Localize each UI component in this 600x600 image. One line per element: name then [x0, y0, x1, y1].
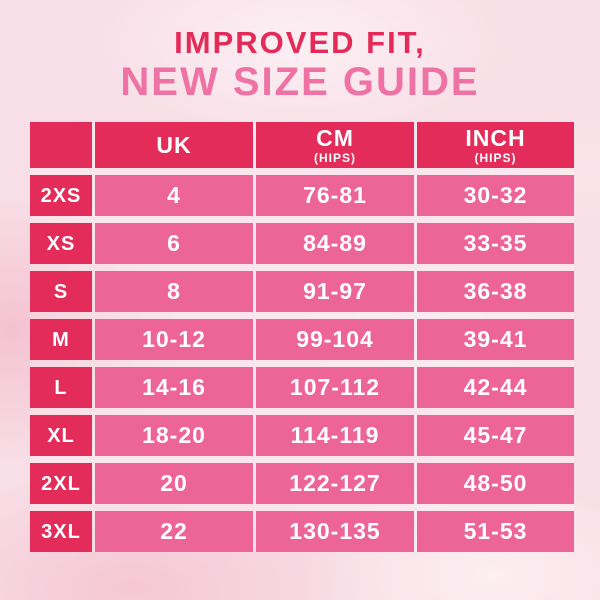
- inch-cell: 30-32: [417, 175, 574, 216]
- inch-cell: 45-47: [417, 415, 574, 456]
- inch-cell: 42-44: [417, 367, 574, 408]
- size-row-label: M: [30, 319, 92, 360]
- uk-cell: 20: [95, 463, 253, 504]
- cm-cell: 107-112: [256, 367, 414, 408]
- size-row-label: 2XS: [30, 175, 92, 216]
- uk-cell: 22: [95, 511, 253, 552]
- cm-cell: 91-97: [256, 271, 414, 312]
- inch-cell: 48-50: [417, 463, 574, 504]
- size-row-label: XL: [30, 415, 92, 456]
- uk-cell: 14-16: [95, 367, 253, 408]
- uk-cell: 18-20: [95, 415, 253, 456]
- inch-cell: 39-41: [417, 319, 574, 360]
- column-header-size: [30, 122, 92, 168]
- column-header-sublabel: (HIPS): [474, 150, 517, 165]
- cm-cell: 84-89: [256, 223, 414, 264]
- title-line-2: NEW SIZE GUIDE: [120, 60, 480, 104]
- size-row-label: L: [30, 367, 92, 408]
- title-line-1: IMPROVED FIT,: [174, 25, 426, 60]
- size-row-label: XS: [30, 223, 92, 264]
- inch-cell: 33-35: [417, 223, 574, 264]
- cm-cell: 114-119: [256, 415, 414, 456]
- size-row-label: S: [30, 271, 92, 312]
- size-guide-table: UK CM (HIPS) INCH (HIPS) 2XS 4 76-81 30-…: [30, 122, 574, 552]
- cm-cell: 122-127: [256, 463, 414, 504]
- page-title: IMPROVED FIT, NEW SIZE GUIDE: [0, 27, 600, 102]
- uk-cell: 4: [95, 175, 253, 216]
- inch-cell: 51-53: [417, 511, 574, 552]
- size-row-label: 2XL: [30, 463, 92, 504]
- size-row-label: 3XL: [30, 511, 92, 552]
- column-header-cm: CM (HIPS): [256, 122, 414, 168]
- column-header-label: CM: [316, 124, 354, 151]
- column-header-label: INCH: [465, 124, 526, 151]
- uk-cell: 8: [95, 271, 253, 312]
- cm-cell: 130-135: [256, 511, 414, 552]
- uk-cell: 6: [95, 223, 253, 264]
- column-header-sublabel: (HIPS): [314, 150, 356, 165]
- uk-cell: 10-12: [95, 319, 253, 360]
- column-header-label: UK: [156, 131, 192, 158]
- cm-cell: 76-81: [256, 175, 414, 216]
- column-header-inch: INCH (HIPS): [417, 122, 574, 168]
- cm-cell: 99-104: [256, 319, 414, 360]
- inch-cell: 36-38: [417, 271, 574, 312]
- column-header-uk: UK: [95, 122, 253, 168]
